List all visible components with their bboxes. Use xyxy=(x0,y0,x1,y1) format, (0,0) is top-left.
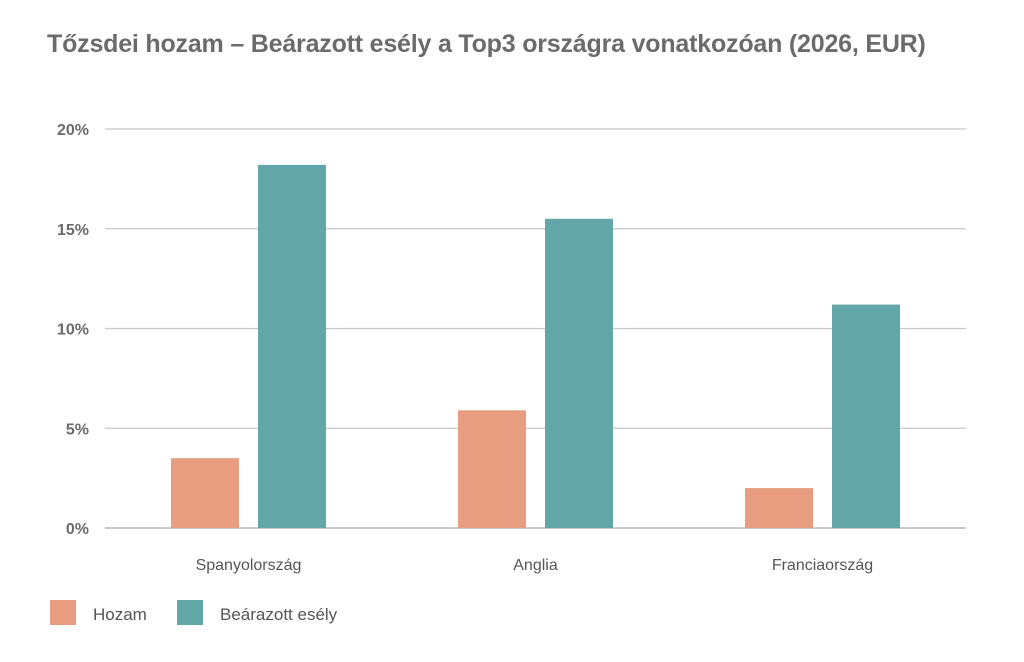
legend-label: Hozam xyxy=(93,605,147,624)
y-tick-label: 0% xyxy=(66,521,89,538)
bar-hozam xyxy=(458,410,526,528)
y-tick-label: 20% xyxy=(57,122,89,139)
legend-label: Beárazott esély xyxy=(220,605,338,624)
chart-title: Tőzsdei hozam – Beárazott esély a Top3 o… xyxy=(47,30,926,58)
y-tick-label: 10% xyxy=(57,322,89,339)
legend-swatch xyxy=(50,600,76,625)
bar-beárazott-esély xyxy=(832,304,900,528)
bar-beárazott-esély xyxy=(545,218,613,528)
legend-swatch xyxy=(177,600,203,625)
y-tick-label: 5% xyxy=(66,421,89,438)
x-tick-label: Franciaország xyxy=(772,557,873,574)
bar-beárazott-esély xyxy=(258,164,326,528)
bar-hozam xyxy=(171,458,239,528)
bar-hozam xyxy=(745,488,813,528)
y-tick-label: 15% xyxy=(57,222,89,239)
x-tick-label: Spanyolország xyxy=(196,557,302,574)
x-tick-label: Anglia xyxy=(513,557,558,574)
